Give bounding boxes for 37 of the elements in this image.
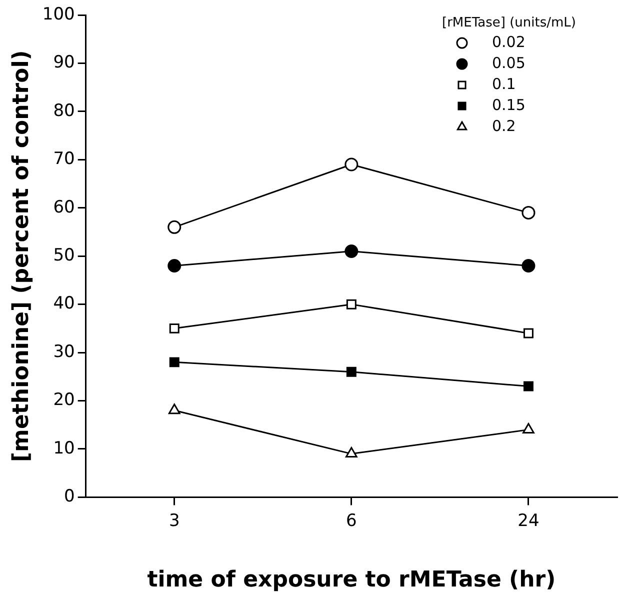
y-tick-label: 90 (53, 52, 75, 73)
point (523, 328, 534, 338)
point (522, 422, 534, 434)
y-axis-title: [methionine] (percent of control) (8, 50, 34, 462)
point (344, 244, 358, 258)
point (169, 323, 180, 334)
y-tick-label: 20 (53, 390, 75, 410)
x-tick-label: 3 (168, 510, 180, 531)
y-tick-label: 10 (53, 438, 75, 458)
x-axis-title: time of exposure to rMETase (hr) (147, 568, 556, 593)
point (522, 206, 536, 220)
x-tick-label: 6 (346, 510, 357, 531)
point (168, 404, 180, 414)
legend-label: 0.2 (492, 116, 516, 135)
point (344, 158, 358, 172)
y-tick-label: 80 (53, 100, 75, 121)
y-tick-label: 30 (53, 342, 75, 362)
point (168, 258, 182, 272)
point (346, 299, 356, 310)
y-tick-label: 40 (53, 294, 75, 314)
point (168, 220, 182, 234)
legend-label: 0.15 (492, 96, 526, 114)
point (345, 447, 358, 458)
x-tick-label: 24 (518, 510, 540, 531)
point (523, 381, 534, 392)
legend-label: 0.02 (492, 32, 526, 51)
legend-title: [rMETase] (units/mL) (442, 15, 576, 30)
legend-label: 0.1 (492, 74, 516, 93)
y-tick-label: 100 (42, 4, 75, 24)
y-tick-label: 50 (53, 246, 75, 266)
y-tick-label: 60 (53, 197, 75, 218)
y-tick-label: 0 (64, 486, 75, 507)
point (522, 258, 536, 272)
y-tick-label: 70 (53, 149, 75, 170)
point (169, 357, 180, 368)
point (346, 366, 356, 377)
legend-label: 0.05 (492, 54, 526, 72)
